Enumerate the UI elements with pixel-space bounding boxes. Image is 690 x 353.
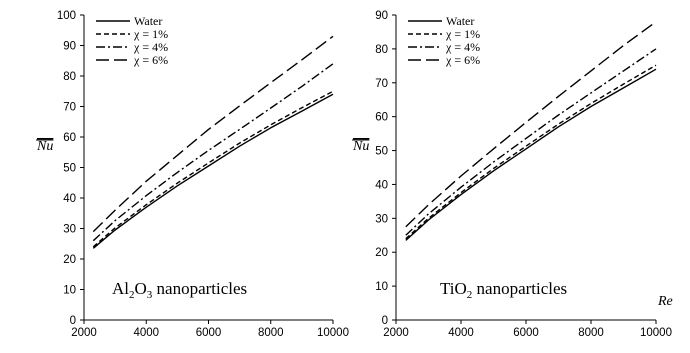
y-tick-label: 80 [63, 71, 76, 83]
y-tick-label: 50 [63, 163, 76, 175]
y-tick-label: 60 [375, 112, 388, 124]
y-tick-label: 50 [375, 146, 388, 158]
chart-panel-al2o3: 0 10 20 30 40 50 60 70 80 90 100 2000 4000 6000 8000 10… [36, 10, 349, 339]
y-tick-label: 0 [382, 315, 388, 327]
series-line-3 [405, 21, 657, 228]
legend-label-3: χ = 6% [133, 53, 168, 67]
annotation-subscript: 2 [467, 289, 473, 301]
series-line-3 [92, 35, 334, 233]
series-line-0 [405, 68, 657, 241]
legend-label-2: χ = 4% [133, 40, 168, 54]
chart-panel-tio2: 0 10 20 30 40 50 60 70 80 90 2000 4000 6000 8000 10000… [352, 10, 673, 339]
y-tick-label: 70 [63, 102, 76, 114]
legend-label-2: χ = 4% [445, 40, 480, 54]
y-tick-label: 90 [375, 10, 388, 22]
x-tick-label: 10000 [317, 327, 349, 339]
x-tick-label: 8000 [258, 327, 284, 339]
y-tick-label: 20 [63, 254, 76, 266]
y-tick-label: 0 [70, 315, 76, 327]
annotation-subscript: 2 [129, 289, 135, 301]
y-tick-label: 20 [375, 247, 388, 259]
annotation-text: nanoparticles [472, 279, 567, 298]
y-tick-label: 80 [375, 44, 388, 56]
series-line-1 [405, 64, 657, 240]
x-tick-label: 4000 [133, 327, 159, 339]
x-tick-label: 2000 [383, 327, 409, 339]
y-tick-label: 10 [375, 281, 388, 293]
y-tick-label: 90 [63, 41, 76, 53]
series-line-0 [92, 93, 334, 249]
panel-annotation: TiO2 nanoparticles [440, 279, 567, 301]
panel-annotation: Al2O3 nanoparticles [112, 279, 247, 301]
y-tick-label: 40 [63, 193, 76, 205]
annotation-text: nanoparticles [152, 279, 247, 298]
y-axis-title: Nu [36, 139, 53, 154]
legend-label-0: Water [134, 14, 162, 28]
annotation-text: TiO [440, 279, 467, 298]
y-tick-label: 30 [63, 224, 76, 236]
x-tick-label: 6000 [513, 327, 539, 339]
y-tick-label: 60 [63, 132, 76, 144]
y-tick-label: 40 [375, 179, 388, 191]
y-tick-label: 10 [63, 285, 76, 297]
y-axis-title: Nu [352, 139, 369, 154]
x-tick-label: 2000 [71, 327, 97, 339]
x-tick-label: 10000 [640, 327, 672, 339]
legend-label-0: Water [446, 14, 474, 28]
annotation-text: Al [112, 279, 129, 298]
legend-label-1: χ = 1% [133, 27, 168, 41]
annotation-subscript: 3 [147, 289, 153, 301]
x-tick-label: 4000 [448, 327, 474, 339]
x-tick-label: 8000 [578, 327, 604, 339]
y-tick-label: 70 [375, 78, 388, 90]
series-line-1 [92, 90, 334, 248]
series-line-2 [405, 48, 657, 236]
y-tick-label: 100 [57, 10, 76, 22]
legend-label-3: χ = 6% [445, 53, 480, 67]
x-tick-label: 6000 [196, 327, 222, 339]
y-tick-label: 30 [375, 213, 388, 225]
annotation-text: O [135, 279, 147, 298]
legend-label-1: χ = 1% [445, 27, 480, 41]
x-axis-title: Re [657, 294, 673, 309]
series-line-2 [92, 63, 334, 242]
